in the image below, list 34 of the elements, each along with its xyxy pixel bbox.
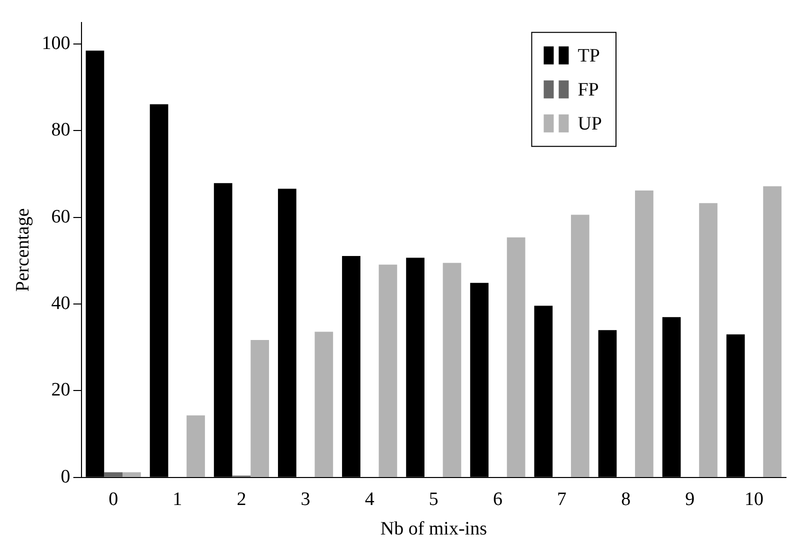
x-tick-label: 2 — [236, 488, 246, 510]
y-tick-label: 20 — [51, 380, 70, 401]
bar — [570, 214, 590, 477]
x-axis-title: Nb of mix-ins — [380, 518, 487, 540]
bar — [442, 262, 462, 477]
bar — [104, 472, 123, 477]
y-tick-label: 100 — [42, 33, 70, 54]
bar — [250, 340, 270, 477]
x-tick-label: 5 — [428, 488, 438, 510]
x-tick-label: 10 — [744, 488, 764, 510]
y-tick-label: 60 — [51, 206, 70, 228]
y-axis-title: Percentage — [12, 208, 34, 292]
y-tick-label: 80 — [51, 120, 70, 141]
x-tick-label: 7 — [557, 488, 567, 510]
x-tick-label: 8 — [621, 488, 631, 510]
x-tick-label: 0 — [108, 488, 118, 510]
bar — [699, 203, 718, 477]
legend-label: UP — [578, 113, 602, 134]
y-tick-label: 0 — [60, 466, 70, 488]
bar — [378, 264, 398, 477]
bar — [635, 190, 654, 477]
x-tick-label: 1 — [172, 488, 182, 510]
bar — [314, 332, 334, 477]
legend-label: TP — [578, 45, 600, 66]
bar — [186, 415, 205, 477]
bar — [763, 186, 782, 477]
x-tick-label: 4 — [364, 488, 375, 510]
x-tick-label: 9 — [685, 488, 695, 510]
legend-label: FP — [578, 79, 599, 100]
x-tick-label: 6 — [492, 488, 502, 510]
bar — [506, 237, 526, 477]
y-tick-label: 40 — [51, 293, 70, 314]
bar — [122, 472, 141, 477]
x-tick-label: 3 — [300, 488, 310, 510]
